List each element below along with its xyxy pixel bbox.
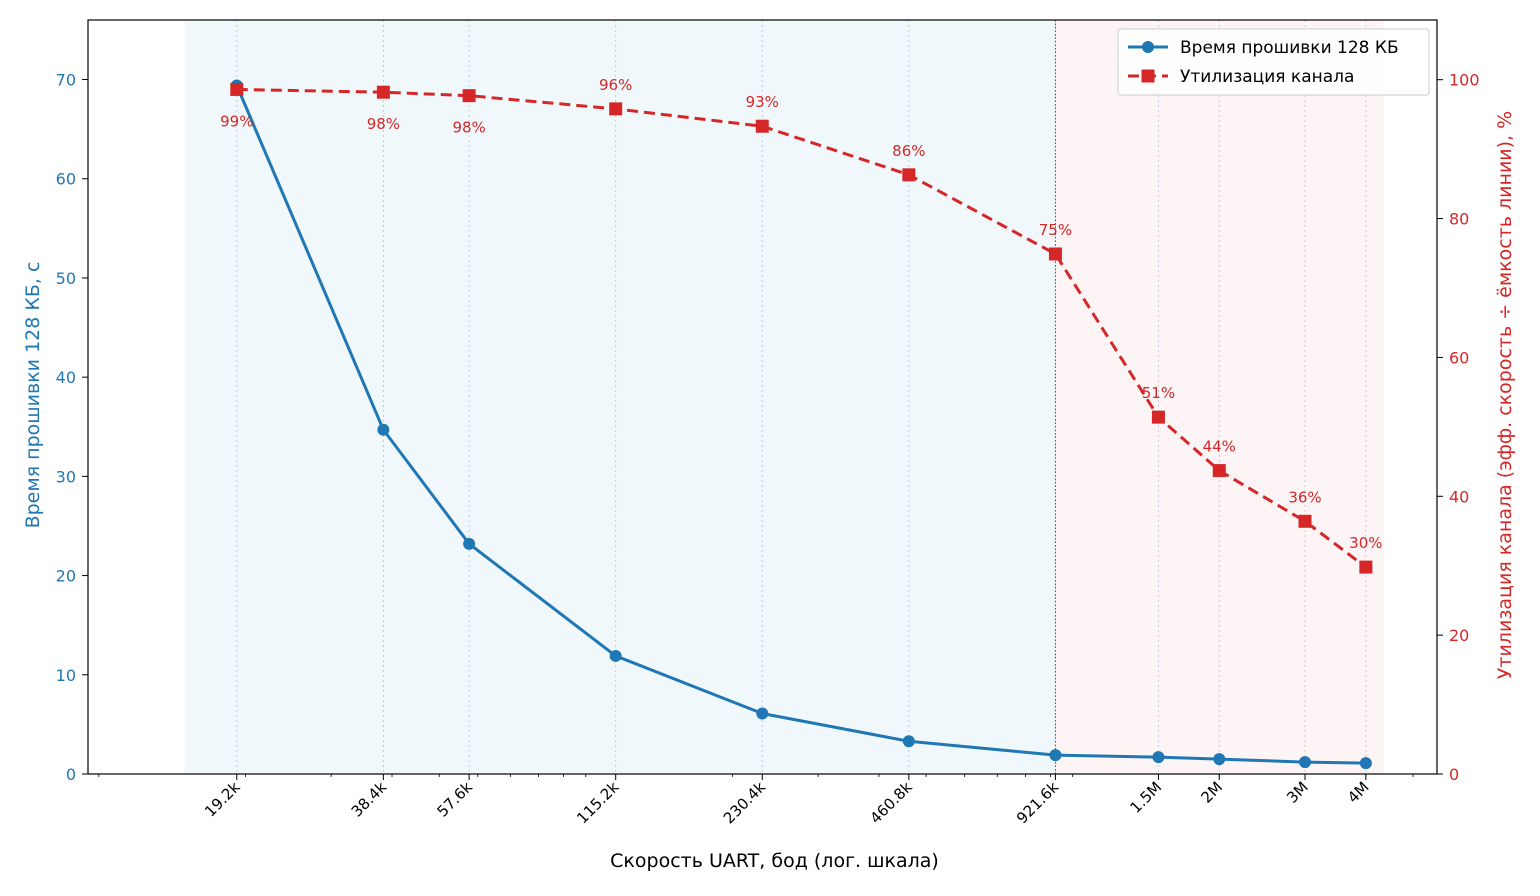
y-axis-left-label: Время прошивки 128 КБ, с xyxy=(22,262,44,529)
legend-marker-1 xyxy=(1141,69,1155,83)
grid-lines xyxy=(236,20,1367,774)
series-1-point-0 xyxy=(230,82,244,96)
series-1-point-3 xyxy=(609,102,623,116)
y-left-tick-label-2: 20 xyxy=(56,567,76,586)
series-0-point-2 xyxy=(463,537,476,550)
series-0-point-4 xyxy=(756,707,769,720)
y-left-tick-label-7: 70 xyxy=(56,71,76,90)
data-label-7: 51% xyxy=(1142,384,1175,402)
series-0-point-1 xyxy=(377,423,390,436)
series-0-point-7 xyxy=(1152,751,1165,764)
x-tick-label-4: 230.4k xyxy=(720,778,769,827)
legend-box xyxy=(1117,28,1430,96)
data-label-4: 93% xyxy=(746,93,779,111)
series-1-point-4 xyxy=(755,119,769,133)
x-tick-label-1: 38.4k xyxy=(348,778,391,821)
series-0-point-6 xyxy=(1049,749,1062,762)
series-0-point-10 xyxy=(1359,757,1372,770)
x-tick-label-0: 19.2k xyxy=(201,778,244,821)
x-tick-label-8: 2M xyxy=(1197,778,1226,807)
y-right-tick-label-2: 40 xyxy=(1449,487,1469,506)
data-label-3: 96% xyxy=(599,76,632,94)
y-axis-right-label: Утилизация канала (эфф. скорость ÷ ёмкос… xyxy=(1494,111,1516,679)
series-layer xyxy=(230,79,1373,770)
x-axis-label: Скорость UART, бод (лог. шкала) xyxy=(610,850,939,872)
series-1-point-1 xyxy=(376,85,390,99)
y-right-tick-label-4: 80 xyxy=(1449,210,1469,229)
series-0-point-5 xyxy=(902,735,915,748)
y-right-tick-label-1: 20 xyxy=(1449,626,1469,645)
data-label-9: 36% xyxy=(1288,488,1321,506)
x-tick-label-10: 4M xyxy=(1344,778,1373,807)
x-tick-label-2: 57.6k xyxy=(433,778,476,821)
series-1-point-10 xyxy=(1359,560,1373,574)
y-right-tick-label-5: 100 xyxy=(1449,71,1480,90)
legend: Время прошивки 128 КБ Утилизация канала xyxy=(1117,28,1430,96)
y-left-tick-label-0: 0 xyxy=(66,765,76,784)
legend-label-1: Утилизация канала xyxy=(1180,67,1354,87)
x-tick-label-5: 460.8k xyxy=(866,778,915,827)
y-left-tick-label-6: 60 xyxy=(56,170,76,189)
shaded-region-0 xyxy=(184,20,1056,774)
data-label-0: 99% xyxy=(220,112,253,130)
y-right-tick-label-3: 60 xyxy=(1449,348,1469,367)
legend-label-0: Время прошивки 128 КБ xyxy=(1180,38,1399,58)
x-tick-label-9: 3M xyxy=(1283,778,1312,807)
data-label-6: 75% xyxy=(1039,221,1072,239)
data-label-10: 30% xyxy=(1349,534,1382,552)
series-1-point-7 xyxy=(1151,410,1165,424)
data-label-1: 98% xyxy=(367,115,400,133)
series-1-point-2 xyxy=(462,89,476,103)
y-right-tick-label-0: 0 xyxy=(1449,765,1459,784)
series-0-point-9 xyxy=(1299,756,1312,769)
data-label-2: 98% xyxy=(452,119,485,137)
series-1-point-6 xyxy=(1048,247,1062,261)
series-1-point-5 xyxy=(902,168,916,182)
y-left-tick-label-4: 40 xyxy=(56,368,76,387)
x-tick-label-3: 115.2k xyxy=(573,778,622,827)
y-left-tick-label-3: 30 xyxy=(56,467,76,486)
series-0-point-3 xyxy=(609,649,622,662)
series-1-point-8 xyxy=(1212,464,1226,478)
data-label-5: 86% xyxy=(892,142,925,160)
y-left-tick-label-5: 50 xyxy=(56,269,76,288)
legend-marker-0 xyxy=(1142,41,1154,53)
x-tick-label-6: 921.6k xyxy=(1013,778,1062,827)
series-1-point-9 xyxy=(1298,514,1312,528)
data-label-8: 44% xyxy=(1203,438,1236,456)
x-tick-label-7: 1.5M xyxy=(1127,778,1166,817)
series-0-point-8 xyxy=(1213,753,1226,766)
data-labels: 99% 98% 98% 96% 93% 86% 75% 51% 44% 36% 30% xyxy=(220,76,1382,552)
y-left-tick-label-1: 10 xyxy=(56,666,76,685)
